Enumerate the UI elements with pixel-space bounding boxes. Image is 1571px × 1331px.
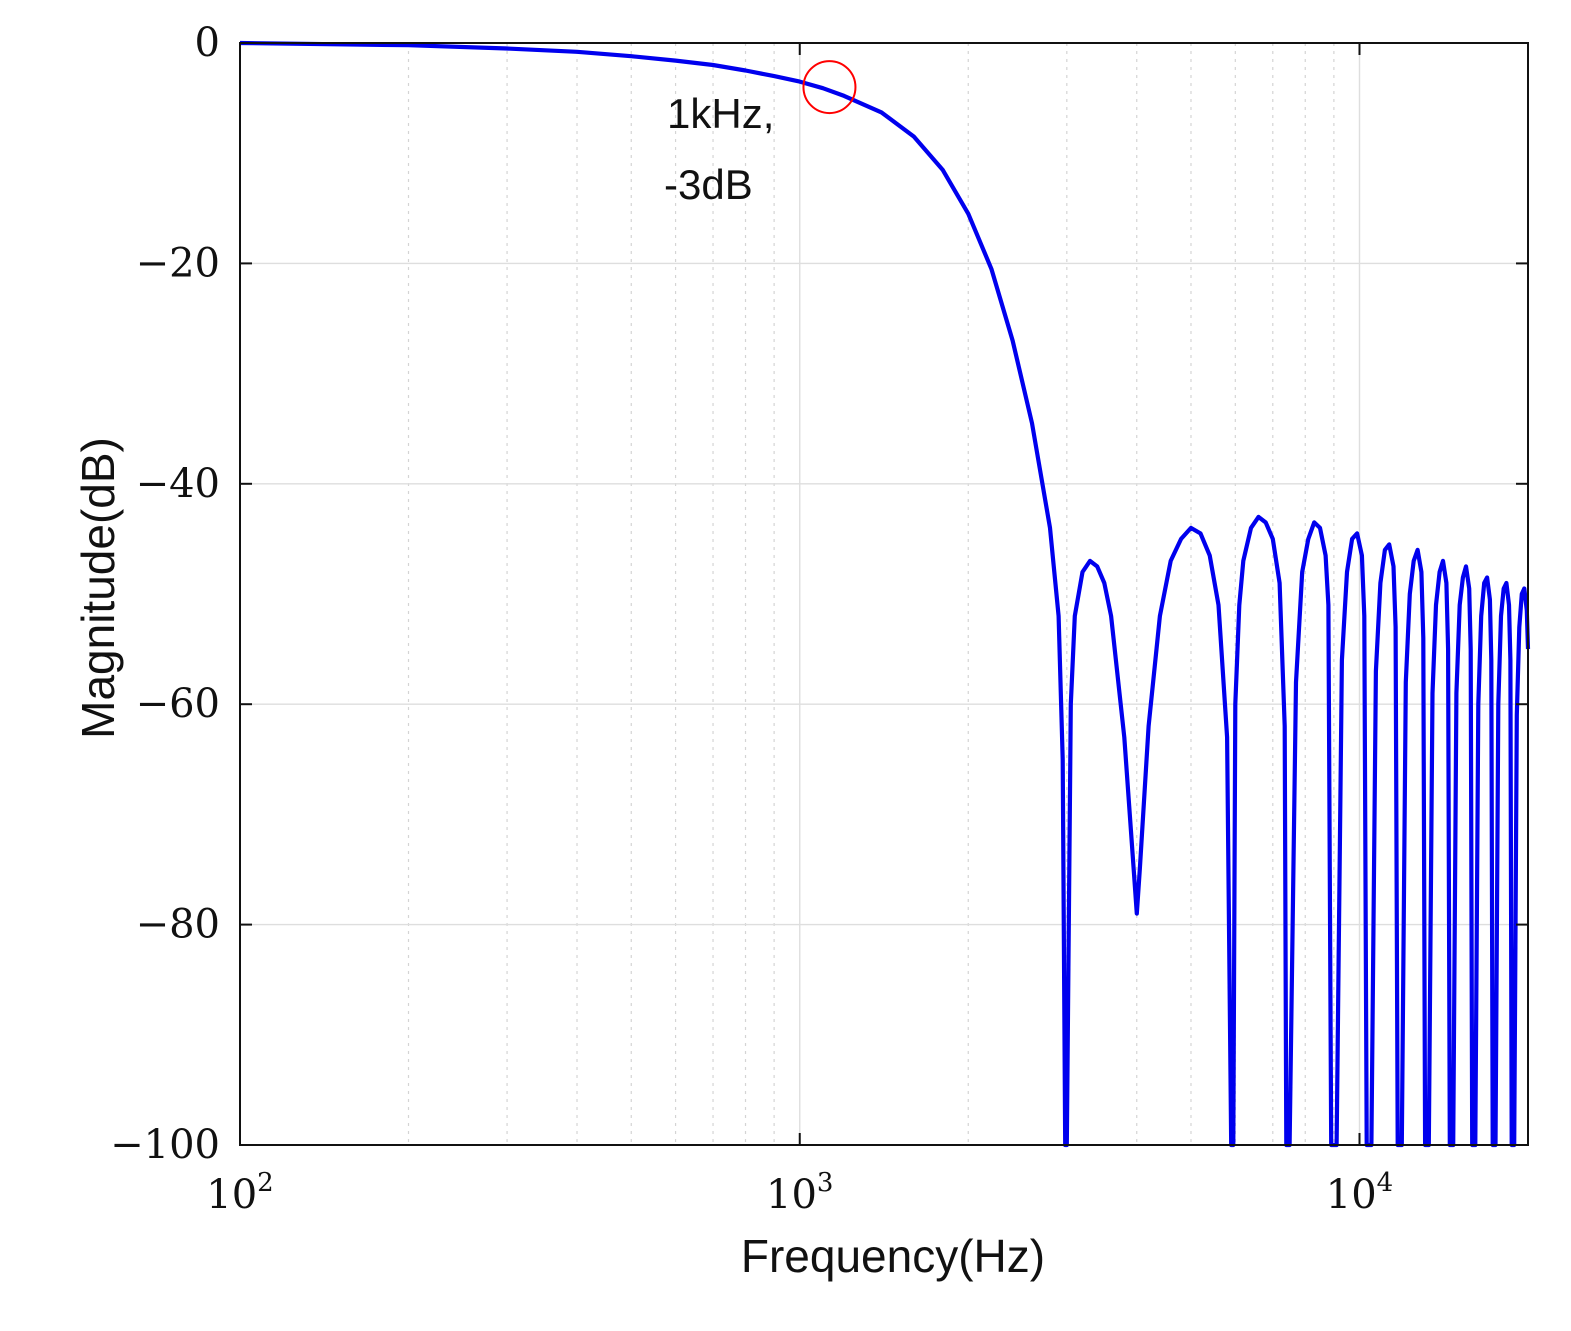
plot-frame bbox=[239, 42, 1529, 1146]
y-tick-label: −80 bbox=[136, 902, 220, 948]
x-axis-title: Frequency(Hz) bbox=[741, 1230, 1045, 1282]
x-tick-labels: 102 103 104 bbox=[206, 1168, 1393, 1218]
y-tick-label: −100 bbox=[110, 1122, 220, 1168]
x-tick-label: 104 bbox=[1326, 1168, 1393, 1218]
y-axis-title: Magnitude(dB) bbox=[72, 437, 124, 739]
tick-marks bbox=[239, 42, 1528, 1146]
y-tick-label: −20 bbox=[136, 240, 220, 286]
x-tick-label: 103 bbox=[766, 1168, 833, 1218]
y-tick-label: −60 bbox=[136, 681, 220, 727]
x-tick-label: 102 bbox=[206, 1168, 273, 1218]
cutoff-marker-circle bbox=[802, 60, 857, 115]
annotation-line-1: 1kHz, bbox=[667, 90, 774, 137]
series-layer bbox=[239, 40, 1531, 1148]
y-tick-label: −40 bbox=[136, 461, 220, 507]
series-line bbox=[239, 40, 1531, 1148]
major-gridlines bbox=[240, 43, 1528, 1145]
y-tick-labels: 0 −20 −40 −60 −80 −100 bbox=[110, 20, 220, 1168]
plot-background bbox=[240, 43, 1528, 1145]
y-tick-label: 0 bbox=[195, 20, 220, 66]
annotation-line-2: -3dB bbox=[664, 161, 753, 208]
